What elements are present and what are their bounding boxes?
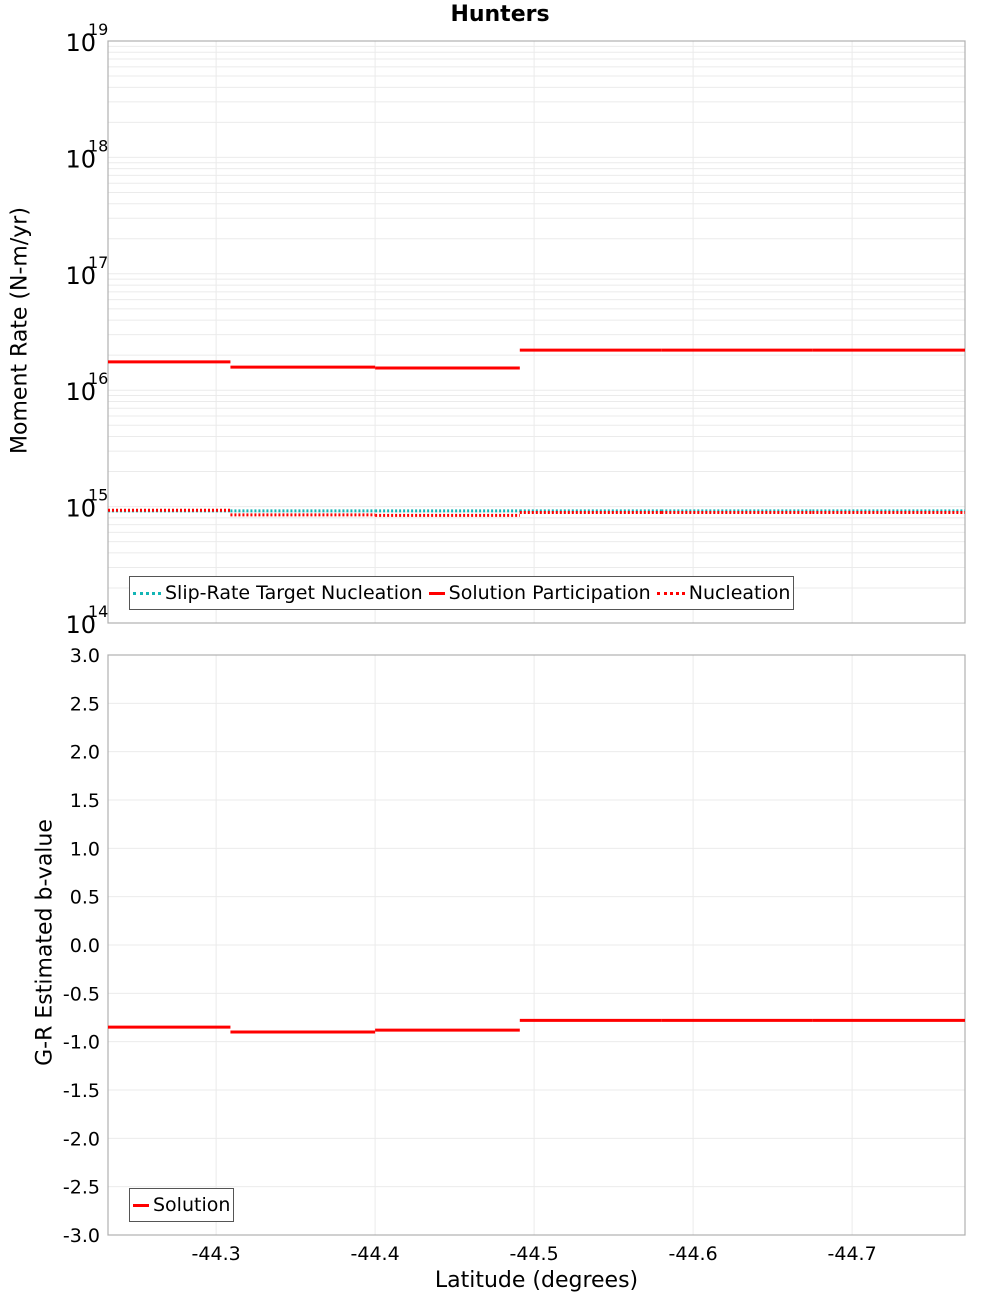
top-legend: Slip-Rate Target Nucleation Solution Par… bbox=[129, 576, 795, 610]
solid-red-line-icon bbox=[133, 1203, 149, 1207]
top-y-axis-label: Moment Rate (N-m/yr) bbox=[7, 207, 33, 454]
y-tick-label: -0.5 bbox=[63, 983, 100, 1005]
bottom-legend: Solution bbox=[129, 1188, 235, 1222]
y-tick-label: -1.5 bbox=[63, 1080, 100, 1102]
dotted-red-line-icon bbox=[656, 591, 685, 595]
y-tick-label: -2.0 bbox=[63, 1128, 100, 1150]
x-tick-label: -44.4 bbox=[351, 1243, 400, 1265]
legend-label: Nucleation bbox=[688, 582, 791, 604]
x-tick-label: -44.3 bbox=[192, 1243, 241, 1265]
legend-label: Solution bbox=[153, 1194, 231, 1216]
y-tick-label: 10 bbox=[65, 145, 96, 173]
y-tick-exponent: 14 bbox=[88, 602, 108, 621]
series-solution bbox=[108, 1018, 965, 1034]
legend-item-target-nucleation: Slip-Rate Target Nucleation bbox=[133, 582, 423, 604]
y-tick-label: 3.0 bbox=[70, 645, 100, 667]
x-tick-label: -44.5 bbox=[510, 1243, 559, 1265]
y-tick-label: 1.0 bbox=[70, 838, 100, 860]
y-tick-label: -3.0 bbox=[63, 1225, 100, 1247]
y-tick-label: 0.5 bbox=[70, 887, 100, 909]
y-tick-exponent: 16 bbox=[88, 369, 108, 388]
y-tick-label: 1.5 bbox=[70, 790, 100, 812]
legend-label: Solution Participation bbox=[448, 582, 651, 604]
y-tick-exponent: 15 bbox=[88, 486, 108, 505]
x-tick-label: -44.6 bbox=[669, 1243, 718, 1265]
y-tick-label: 10 bbox=[65, 495, 96, 523]
series-nucleation bbox=[108, 508, 965, 517]
series-solution-participation bbox=[108, 348, 965, 370]
legend-item-solution: Solution bbox=[133, 1194, 230, 1216]
y-tick-label: 10 bbox=[65, 378, 96, 406]
b-value-chart: 3.0 2.5 2.0 1.5 1.0 0.5 0.0 -0.5 -1.0 -1.5 -2.0 -2.… bbox=[63, 645, 966, 1265]
y-tick-label: 10 bbox=[65, 262, 96, 290]
dotted-cyan-line-icon bbox=[133, 591, 161, 595]
chart-title: Hunters bbox=[450, 2, 550, 27]
y-tick-label: 2.5 bbox=[70, 693, 100, 715]
x-tick-label: -44.7 bbox=[828, 1243, 877, 1265]
legend-item-nucleation: Nucleation bbox=[656, 582, 791, 604]
legend-item-solution-participation: Solution Participation bbox=[428, 582, 651, 604]
y-tick-exponent: 17 bbox=[88, 253, 108, 272]
bottom-y-axis-label: G-R Estimated b-value bbox=[32, 819, 58, 1066]
y-tick-exponent: 18 bbox=[88, 136, 108, 155]
y-tick-label: 10 bbox=[65, 611, 96, 639]
y-tick-label: -2.5 bbox=[63, 1177, 100, 1199]
y-tick-label: 10 bbox=[65, 29, 96, 57]
legend-label: Slip-Rate Target Nucleation bbox=[165, 582, 423, 604]
y-tick-exponent: 19 bbox=[88, 20, 108, 39]
x-axis-label: Latitude (degrees) bbox=[434, 1268, 639, 1293]
solid-red-line-icon bbox=[428, 591, 445, 595]
y-tick-label: -1.0 bbox=[63, 1032, 100, 1054]
y-tick-label: 2.0 bbox=[70, 742, 100, 764]
y-tick-label: 0.0 bbox=[70, 935, 100, 957]
